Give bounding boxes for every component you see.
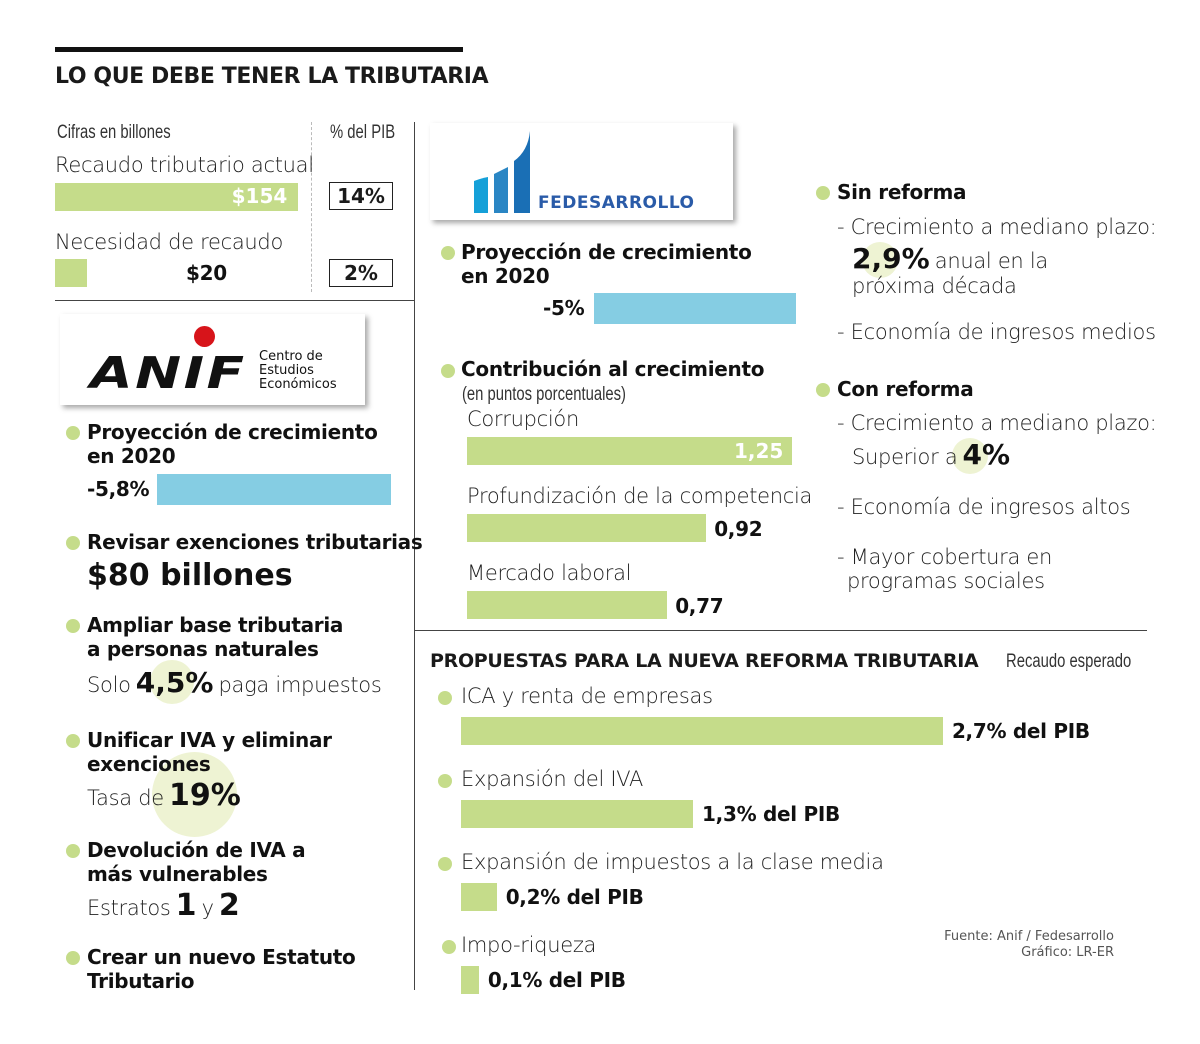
fede-proyeccion-value: -5% (543, 296, 585, 320)
base-detail: Solo 4,5% paga impuestos (87, 666, 382, 699)
necesidad-pib: 2% (329, 259, 393, 287)
devolucion-detail: Estratos 1 y 2 (87, 888, 240, 923)
highlight-circle (152, 752, 237, 837)
sin-reforma-title: Sin reforma (837, 180, 967, 204)
bullet-dot-icon (438, 691, 452, 705)
con-reforma-line: - Mayor cobertura en (837, 545, 1053, 569)
bullet-dot-icon (66, 951, 80, 965)
bullet-dot-icon (66, 844, 80, 858)
fedesarrollo-bars-icon (474, 131, 530, 213)
highlight-circle (150, 660, 194, 704)
bullet-dot-icon (816, 383, 830, 397)
contribucion-data-label: 0,77 (675, 594, 724, 618)
recaudo-actual-pib: 14% (329, 182, 393, 210)
sin-reforma-line: - Economía de ingresos medios (837, 320, 1156, 344)
page-title: LO QUE DEBE TENER LA TRIBUTARIA (55, 64, 489, 89)
anif-subtitle-line: Estudios (259, 363, 314, 378)
bullet-dot-icon (438, 857, 452, 871)
source-credit: Fuente: Anif / Fedesarrollo Gráfico: LR-… (944, 929, 1114, 961)
fedesarrollo-logo-text: FEDESARROLLO (538, 193, 695, 213)
propuestas-subtitle: Recaudo esperado (1006, 651, 1132, 672)
bullet-dot-icon (66, 734, 80, 748)
contribucion-bar (467, 437, 792, 465)
divider (414, 630, 1147, 631)
bullet-dot-icon (66, 426, 80, 440)
bullet-dot-icon (66, 536, 80, 550)
contribucion-subtitle: (en puntos porcentuales) (462, 384, 626, 405)
con-reforma-line: programas sociales (847, 569, 1045, 593)
propuesta-bar (461, 966, 479, 994)
propuesta-data-label: 1,3% del PIB (702, 802, 840, 826)
highlight-circle (952, 438, 988, 474)
propuesta-bar (461, 883, 497, 911)
contribucion-bar (467, 514, 707, 542)
bullet-dot-icon (441, 246, 455, 260)
exenciones-value: $80 billones (87, 558, 293, 593)
base-title: Ampliar base tributaria a personas natura… (87, 613, 344, 661)
iva-title: Unificar IVA y eliminar exenciones (87, 728, 332, 776)
propuesta-bar (461, 800, 694, 828)
bullet-dot-icon (441, 364, 455, 378)
exenciones-title: Revisar exenciones tributarias (87, 530, 423, 554)
bullet-dot-icon (442, 940, 456, 954)
pib-label: % del PIB (330, 122, 396, 143)
contribucion-bar (467, 591, 668, 619)
propuesta-category: Impo-riqueza (461, 933, 597, 957)
anif-logo-text: ANIF (90, 348, 247, 399)
recaudo-actual-label: Recaudo tributario actual (55, 153, 314, 177)
contribucion-category: Mercado laboral (467, 561, 632, 585)
contribucion-title: Contribución al crecimiento (461, 357, 765, 381)
propuesta-data-label: 2,7% del PIB (951, 719, 1090, 743)
contribucion-category: Corrupción (467, 407, 579, 431)
recaudo-actual-bar: $154 (55, 183, 299, 211)
recaudo-actual-value: $154 (231, 184, 288, 208)
sin-reforma-line: próxima década (852, 274, 1017, 298)
con-reforma-value-line: Superior a 4% (852, 438, 1011, 471)
contribucion-data-label: 0,92 (714, 517, 763, 541)
propuesta-data-label: 0,1% del PIB (487, 968, 626, 992)
units-label: Cifras en billones (57, 122, 171, 143)
con-reforma-line: - Economía de ingresos altos (837, 495, 1131, 519)
graphic-credit: Gráfico: LR-ER (1021, 945, 1114, 960)
propuesta-category: Expansión del IVA (461, 767, 644, 791)
con-reforma-title: Con reforma (837, 377, 974, 401)
bullet-dot-icon (66, 619, 80, 633)
iva-detail: Tasa de 19% (87, 778, 241, 813)
source-text: Fuente: Anif / Fedesarrollo (944, 929, 1114, 944)
top-rule (55, 47, 463, 52)
fedesarrollo-logo: FEDESARROLLO (430, 123, 733, 220)
sin-reforma-line: - Crecimiento a mediano plazo: (837, 215, 1157, 239)
estatuto-title: Crear un nuevo Estatuto Tributario (87, 945, 356, 993)
propuesta-data-label: 0,2% del PIB (505, 885, 644, 909)
bullet-dot-icon (816, 186, 830, 200)
anif-proyeccion-title: Proyección de crecimiento en 2020 (87, 420, 378, 468)
dashed-divider (311, 122, 312, 292)
fede-proyeccion-bar (594, 293, 796, 324)
highlight-circle (862, 242, 898, 278)
anif-proyeccion-bar (157, 474, 391, 505)
anif-subtitle: Centro de Estudios Económicos (259, 350, 337, 392)
con-reforma-line: - Crecimiento a mediano plazo: (837, 411, 1157, 435)
propuesta-category: ICA y renta de empresas (461, 684, 713, 708)
vertical-divider (414, 122, 415, 990)
sin-reforma-value-line: 2,9% anual en la (852, 242, 1048, 275)
propuesta-category: Expansión de impuestos a la clase media (461, 850, 884, 874)
propuesta-bar (461, 717, 943, 745)
bullet-dot-icon (438, 774, 452, 788)
necesidad-value: $20 (186, 261, 227, 285)
contribucion-data-label: 1,25 (734, 439, 784, 463)
contribucion-category: Profundización de la competencia (467, 484, 813, 508)
anif-subtitle-line: Económicos (259, 377, 337, 392)
necesidad-bar (55, 259, 87, 287)
fede-proyeccion-title: Proyección de crecimiento en 2020 (461, 240, 752, 288)
anif-red-dot-icon (194, 326, 215, 347)
devolucion-title: Devolución de IVA a más vulnerables (87, 838, 306, 886)
anif-logo: ANIF Centro de Estudios Económicos (60, 314, 365, 405)
necesidad-label: Necesidad de recaudo (55, 230, 283, 254)
anif-subtitle-line: Centro de (259, 349, 323, 364)
anif-proyeccion-value: -5,8% (87, 477, 150, 501)
divider (55, 300, 414, 301)
propuestas-title: PROPUESTAS PARA LA NUEVA REFORMA TRIBUTA… (430, 650, 979, 672)
